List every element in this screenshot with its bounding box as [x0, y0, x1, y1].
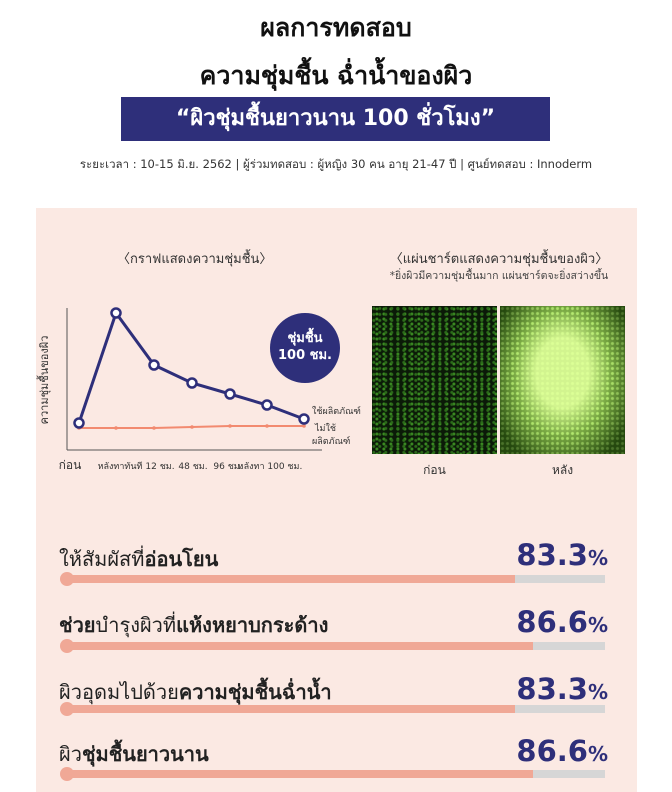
stat-number: 86.6	[516, 605, 588, 639]
x-tick-label: 96 ชม.	[213, 462, 242, 472]
series-label-not-used-2: ผลิตภัณฑ์	[312, 435, 350, 447]
stat-bar-knob	[60, 702, 74, 716]
data-point	[73, 417, 85, 429]
stat-bar-fill	[67, 642, 533, 650]
stat-bar-hydrated	[60, 702, 605, 716]
data-point	[228, 424, 232, 428]
badge-line1: ชุ่มชื้น	[287, 331, 323, 346]
data-point	[186, 377, 198, 389]
stat-label-bold: ช่วย	[59, 613, 96, 637]
chart-image-note: *ยิ่งผิวมีความชุ่มชื้นมาก แผ่นชาร์ตจะยิ่…	[389, 270, 609, 282]
data-point	[265, 424, 269, 428]
y-axis-label: ความชุ่มชื้นของผิว	[36, 336, 51, 425]
stat-percent: %	[587, 613, 608, 637]
stat-bar-long-lasting	[60, 767, 605, 781]
badge-line2: 100 ชม.	[278, 348, 332, 363]
stat-bar-fill	[67, 575, 516, 583]
chart-title: 〈กราฟแสดงความชุ่มชื้น〉	[117, 252, 273, 267]
stat-percent: %	[587, 546, 608, 570]
stat-number: 83.3	[516, 538, 588, 572]
stat-label-bold: แห้งหยาบกระด้าง	[176, 613, 329, 637]
stat-label-long-lasting: ผิวชุ่มชื้นยาวนาน	[59, 738, 209, 770]
before-moisture-image	[372, 306, 497, 454]
stat-label-bold: ชุ่มชื้นยาวนาน	[81, 742, 209, 766]
stat-label-text: ผิวอุดมไปด้วย	[59, 680, 179, 704]
data-point	[152, 426, 156, 430]
test-meta-info: ระยะเวลา : 10-15 มิ.ย. 2562 | ผู้ร่วมทดส…	[79, 157, 593, 171]
stat-number: 86.6	[516, 734, 588, 768]
stat-bar-knob	[60, 639, 74, 653]
stat-label-rough-skin: ช่วยบำรุงผิวที่แห้งหยาบกระด้าง	[59, 609, 328, 641]
series-label-used: ใช้ผลิตภัณฑ์	[312, 405, 361, 417]
stat-bar-fill	[67, 705, 516, 713]
duration-badge: ชุ่มชื้น 100 ชม.	[270, 313, 340, 383]
x-tick-label: หลังทา 100 ชม.	[238, 462, 303, 472]
data-point	[114, 426, 118, 430]
after-label: หลัง	[551, 463, 574, 477]
x-tick-label: 48 ชม.	[178, 462, 207, 472]
stat-label-bold: ความชุ่มชื้นฉ่ำน้ำ	[178, 680, 332, 704]
stat-bar-gentle	[60, 572, 605, 586]
stat-number: 83.3	[516, 672, 588, 706]
stat-bar-knob	[60, 572, 74, 586]
stat-label-gentle: ให้สัมผัสที่อ่อนโยน	[59, 543, 218, 575]
stat-label-text: ให้สัมผัสที่	[59, 547, 145, 571]
stat-bar-fill	[67, 770, 533, 778]
chart-image-title: 〈แผ่นชาร์ตแสดงความชุ่มชื้นของผิว〉	[389, 252, 609, 267]
data-point	[224, 388, 236, 400]
before-label: ก่อน	[423, 463, 446, 477]
stat-label-bold: อ่อนโยน	[144, 547, 219, 571]
data-point	[190, 425, 194, 429]
stat-bar-knob	[60, 767, 74, 781]
stat-value-rough-skin: 86.6%	[516, 605, 608, 639]
after-moisture-image	[500, 306, 625, 454]
stat-percent: %	[587, 680, 608, 704]
series-label-not-used-1: ไม่ใช้	[314, 423, 336, 434]
headline-banner: “ผิวชุ่มชื้นยาวนาน 100 ชั่วโมง”	[121, 97, 550, 141]
stat-value-gentle: 83.3%	[516, 538, 608, 572]
data-point	[298, 413, 310, 425]
stat-label-text: บำรุงผิวที่	[95, 613, 177, 637]
stat-percent: %	[587, 742, 608, 766]
stat-value-long-lasting: 86.6%	[516, 734, 608, 768]
results-panel	[36, 208, 637, 792]
data-point	[302, 424, 306, 428]
stat-label-text: ผิว	[59, 742, 82, 766]
page-title-line2: ความชุ่มชื้น ฉ่ำน้ำของผิว	[199, 61, 473, 90]
x-tick-label: หลังทาทันที	[98, 461, 143, 472]
data-point	[110, 307, 122, 319]
data-point	[261, 399, 273, 411]
page-title-line1: ผลการทดสอบ	[260, 13, 412, 42]
stat-label-hydrated: ผิวอุดมไปด้วยความชุ่มชื้นฉ่ำน้ำ	[59, 676, 332, 708]
stat-bar-rough-skin	[60, 639, 605, 653]
stat-value-hydrated: 83.3%	[516, 672, 608, 706]
x-tick-label: 12 ชม.	[145, 462, 174, 472]
data-point	[148, 359, 160, 371]
x-tick-label: ก่อน	[59, 458, 82, 472]
